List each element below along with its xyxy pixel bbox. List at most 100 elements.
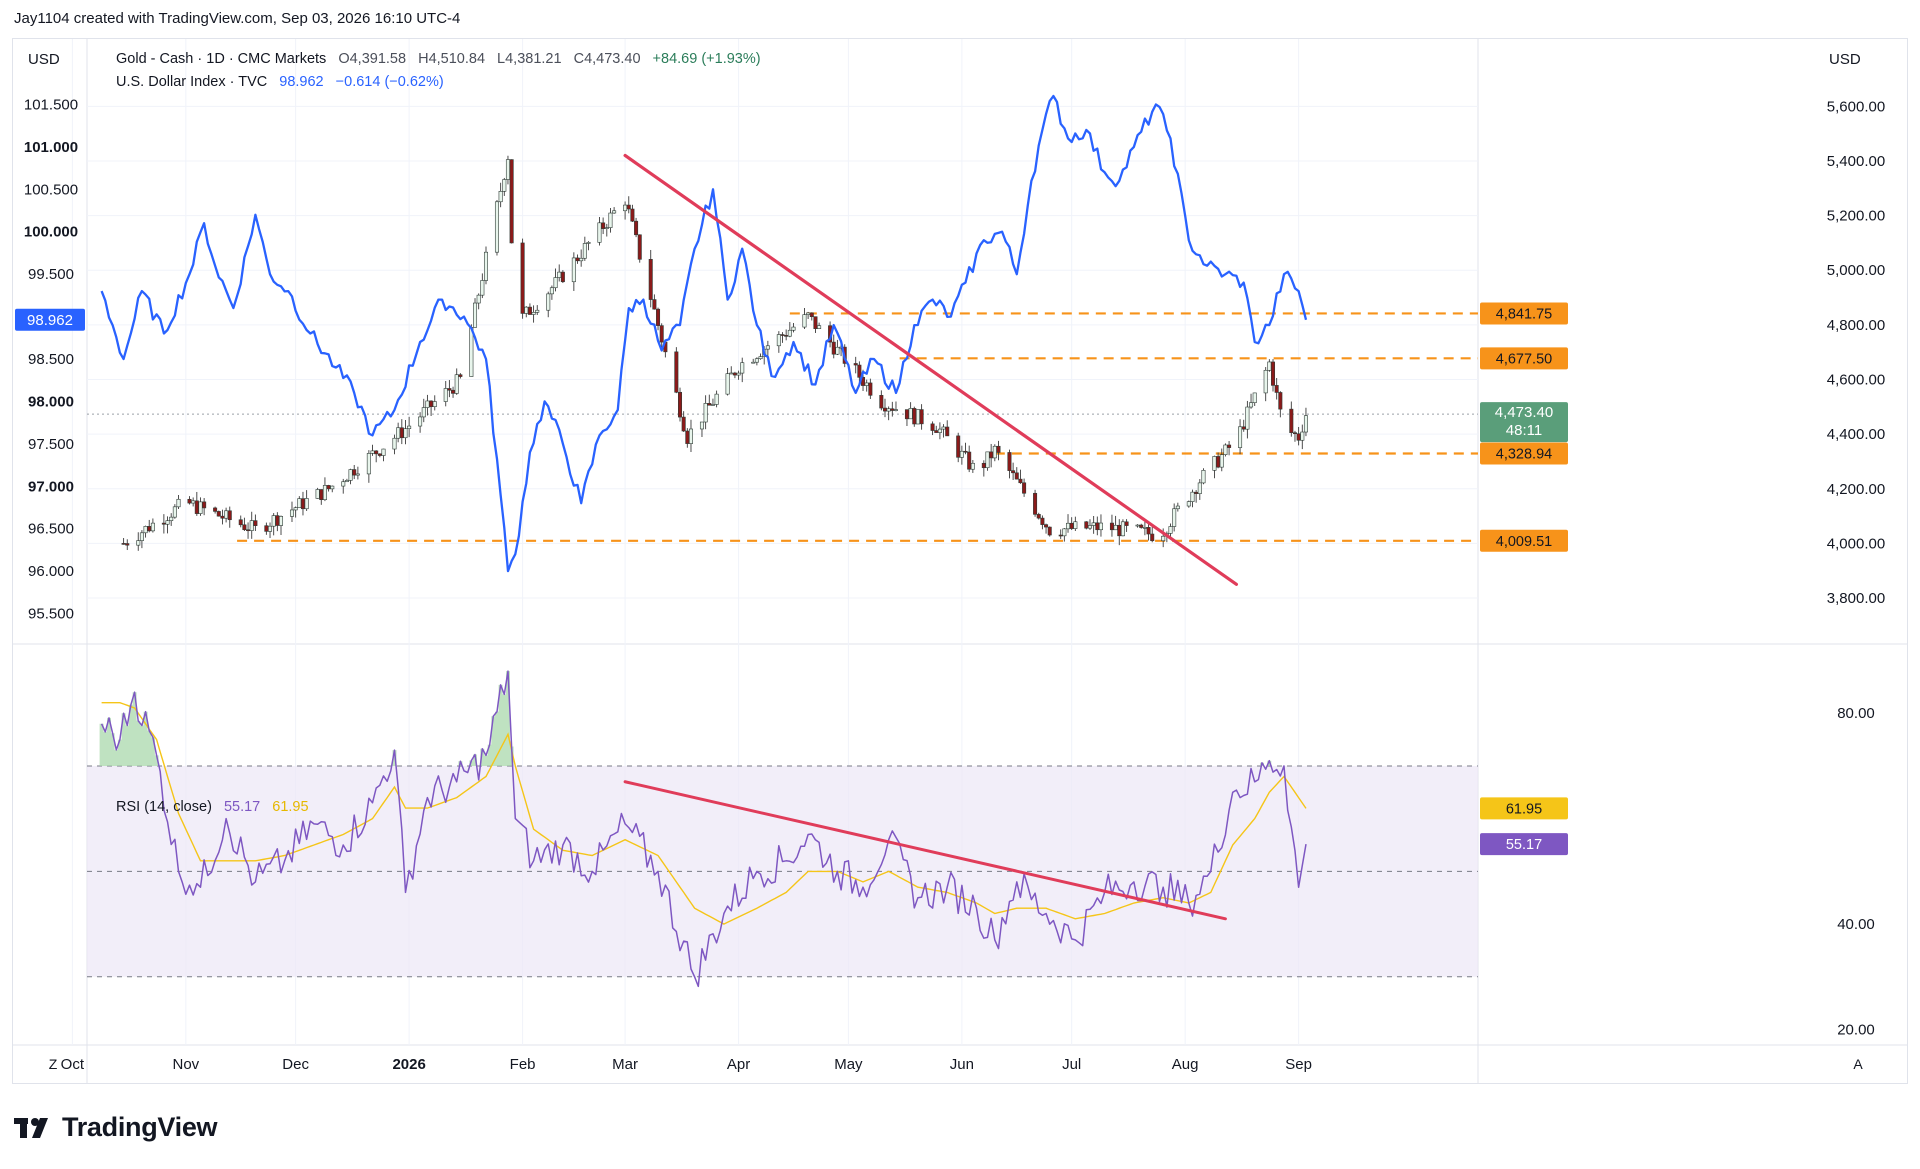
- gold-candle-down: [1007, 452, 1012, 471]
- gold-candle-down: [963, 450, 968, 453]
- gold-candle-down: [1033, 492, 1038, 515]
- dxy-y-tick-label: 100.500: [24, 181, 78, 198]
- gold-candle-up: [604, 227, 609, 229]
- gold-candle-up: [864, 382, 869, 386]
- gold-candle-up: [729, 372, 734, 375]
- gold-candle-down: [509, 159, 514, 244]
- gold-candle-up: [407, 425, 412, 429]
- gold-candle-up: [370, 450, 375, 454]
- gold-candle-up: [1238, 426, 1243, 448]
- x-tick-label: Aug: [1172, 1056, 1199, 1073]
- dxy-current-price-text: 98.962: [27, 312, 73, 329]
- gold-candle-up: [802, 314, 807, 328]
- gold-candle-down: [945, 426, 950, 437]
- gold-candle-down: [220, 515, 225, 519]
- gold-candle-up: [165, 520, 170, 525]
- trendline-group: [623, 153, 1239, 586]
- gold-candle-down: [1040, 517, 1045, 525]
- gold-candle-down: [300, 498, 305, 510]
- gold-candle-up: [330, 485, 335, 490]
- gold-candle-up: [172, 506, 177, 518]
- dxy-current-price-tag: 98.962: [15, 308, 85, 331]
- gold-candle-up: [817, 325, 822, 329]
- rsi-ma-line: [101, 702, 1307, 925]
- right-currency-label[interactable]: USD: [1829, 51, 1861, 68]
- gold-y-tick-label: 4,800.00: [1827, 317, 1885, 334]
- gold-candle-up: [1263, 369, 1268, 394]
- gold-candle-up: [791, 326, 796, 331]
- gold-candle-up: [688, 428, 693, 444]
- gold-candle-down: [242, 524, 247, 531]
- price-labels: 61.9555.174,841.754,677.504,473.4048:114…: [15, 302, 1568, 856]
- gold-candle-down: [1011, 470, 1016, 474]
- gold-candle-up: [1135, 524, 1140, 527]
- gold-candle-down: [187, 498, 192, 504]
- gold-y-tick-label: 3,800.00: [1827, 590, 1885, 607]
- gold-candle-up: [176, 498, 181, 508]
- gold-candle-up: [725, 373, 730, 395]
- gold-candle-down: [575, 257, 580, 262]
- gold-y-tick-label: 5,000.00: [1827, 262, 1885, 279]
- rsi-y-tick-label: 80.00: [1837, 705, 1875, 722]
- gold-candle-up: [776, 334, 781, 347]
- gold-candle-up: [787, 329, 792, 337]
- gold-candle-up: [249, 520, 254, 531]
- dxy-line: [100, 94, 1308, 573]
- gold-candle-down: [319, 489, 324, 501]
- gold-candle-down: [125, 543, 130, 546]
- left-currency-label[interactable]: USD: [28, 51, 60, 68]
- chart-frame: Nov Dec 2026 Feb Mar Apr May Jun Jul Aug Sep Oct 3,8…: [12, 38, 1908, 1084]
- gold-candle-up: [502, 179, 507, 192]
- gold-candle-down: [227, 510, 232, 521]
- gold-candle-up: [443, 388, 448, 402]
- dxy-y-tick-label: 95.500: [28, 606, 74, 623]
- x-tick-label: Nov: [172, 1056, 199, 1073]
- gold-candle-down: [890, 408, 895, 411]
- gold-candle-down: [780, 334, 785, 336]
- support-lines: [87, 312, 1478, 542]
- gold-candle-up: [139, 532, 144, 541]
- gold-candle-up: [169, 516, 174, 521]
- gold-candle-down: [882, 407, 887, 412]
- gold-candle-up: [315, 489, 320, 499]
- x-tick-label: May: [834, 1056, 863, 1073]
- gold-candle-down: [264, 525, 269, 532]
- chart-canvas[interactable]: Nov Dec 2026 Feb Mar Apr May Jun Jul Aug Sep Oct 3,8…: [13, 39, 1907, 1083]
- legend-dxy: U.S. Dollar Index · TVC 98.962 −0.614 (−…: [116, 74, 444, 90]
- support-price-tag: 4,009.51: [1480, 529, 1568, 552]
- gold-candle-down: [674, 351, 679, 393]
- x-tick-label: Jun: [950, 1056, 974, 1073]
- support-price-tag-bg: [1480, 302, 1568, 325]
- gold-candle-up: [279, 516, 284, 526]
- gold-candle-up: [970, 462, 975, 470]
- dxy-y-tick-label: 98.500: [28, 351, 74, 368]
- gold-candle-up: [1249, 402, 1254, 408]
- gold-current-price-bg: [1480, 402, 1568, 443]
- gold-candle-down: [1139, 524, 1144, 528]
- gold-candle-down: [685, 430, 690, 444]
- gold-candle-up: [136, 540, 141, 546]
- gold-candle-up: [915, 409, 920, 425]
- rsi-ma-price-tag-bg: [1480, 797, 1568, 820]
- gold-candle-up: [198, 501, 203, 514]
- auto-scale-z-button[interactable]: Z: [49, 1056, 58, 1072]
- gold-candle-down: [213, 507, 218, 512]
- support-price-tag-text: 4,328.94: [1496, 447, 1552, 463]
- gold-candle-up: [1175, 505, 1180, 510]
- gold-candle-down: [919, 409, 924, 425]
- gold-candle-up: [418, 416, 423, 427]
- auto-scale-a-button[interactable]: A: [1853, 1056, 1863, 1072]
- gold-candle-up: [1073, 521, 1078, 529]
- gold-candle-up: [483, 251, 488, 281]
- gold-candle-up: [531, 312, 536, 315]
- gold-candle-up: [557, 271, 562, 278]
- support-price-tag-text: 4,677.50: [1496, 351, 1552, 367]
- legend-rsi-name: RSI (14, close): [116, 799, 212, 815]
- dxy-y-tick-label: 97.500: [28, 436, 74, 453]
- gold-candle-up: [835, 346, 840, 355]
- gold-candle-down: [659, 325, 664, 343]
- gold-candle-down: [202, 501, 207, 509]
- gold-candle-up: [297, 498, 302, 509]
- gold-candle-up: [1223, 444, 1228, 455]
- gold-candle-up: [1219, 454, 1224, 468]
